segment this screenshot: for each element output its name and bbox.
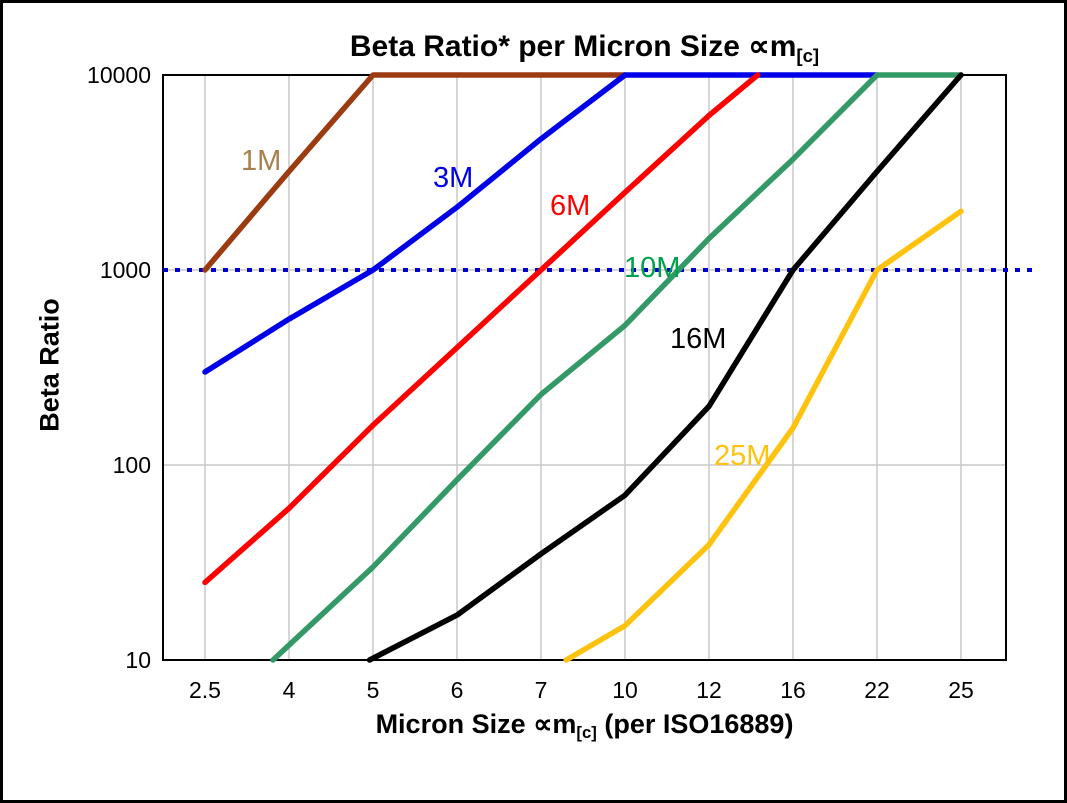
series-line-1M <box>202 72 628 273</box>
x-tick-22: 22 <box>864 677 890 703</box>
series-line-6M <box>202 72 761 586</box>
x-tick-2.5: 2.5 <box>189 677 221 703</box>
series-line-3M <box>202 72 880 375</box>
series-label-16M: 16M <box>670 323 726 355</box>
chart-title-text: Beta Ratio* per Micron Size ∝m <box>349 30 797 63</box>
x-tick-10: 10 <box>612 677 638 703</box>
series-label-25M: 25M <box>714 440 770 472</box>
series-label-6M: 6M <box>550 190 590 222</box>
series-label-1M: 1M <box>241 145 281 177</box>
y-tick-10000: 10000 <box>87 62 151 88</box>
y-tick-10: 10 <box>125 647 151 673</box>
series-label-10M: 10M <box>624 252 680 284</box>
x-tick-5: 5 <box>367 677 380 703</box>
x-tick-16: 16 <box>780 677 806 703</box>
y-axis-title: Beta Ratio <box>35 298 66 432</box>
x-axis-title: Micron Size ∝m[c] (per ISO16889) <box>163 709 1006 743</box>
x-tick-6: 6 <box>451 677 464 703</box>
x-axis-title-text: Micron Size ∝m <box>375 709 577 739</box>
series-line-16M <box>366 72 964 663</box>
chart-title: Beta Ratio* per Micron Size ∝m[c] <box>163 29 1006 66</box>
series-line-10M <box>270 72 964 663</box>
y-axis-title-text: Beta Ratio <box>34 298 65 432</box>
series-label-3M: 3M <box>433 162 473 194</box>
x-tick-4: 4 <box>283 677 296 703</box>
x-tick-12: 12 <box>696 677 722 703</box>
x-axis-title-suffix: (per ISO16889) <box>596 709 794 739</box>
y-tick-100: 100 <box>113 452 151 478</box>
y-tick-1000: 1000 <box>100 257 151 283</box>
series-line-25M <box>563 208 964 663</box>
x-axis-title-subscript: [c] <box>576 723 597 743</box>
x-tick-7: 7 <box>535 677 548 703</box>
x-tick-25: 25 <box>948 677 974 703</box>
chart-title-subscript: [c] <box>796 44 820 66</box>
plot-area: 1M 3M 6M 10M 16M 25M 2.5 4 5 6 7 10 12 16 22 25 10 100 100… <box>87 62 1033 703</box>
